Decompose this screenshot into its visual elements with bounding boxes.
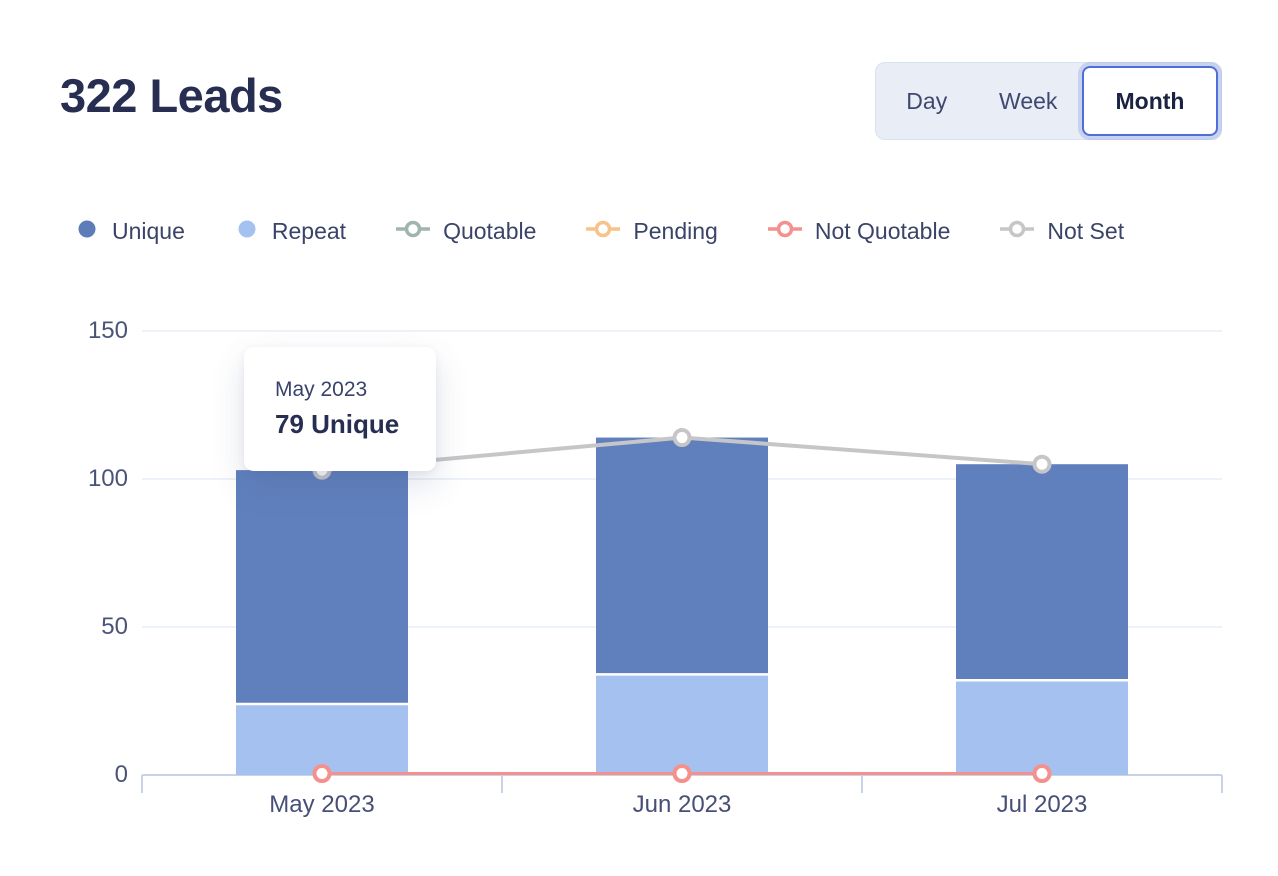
repeat-marker-icon xyxy=(235,218,259,245)
bar-segment-unique-jun-2023[interactable] xyxy=(596,437,768,675)
y-axis-label-50: 50 xyxy=(101,613,128,640)
chart-legend: Unique Repeat Quotable Pending Not Quotable N… xyxy=(75,212,1124,250)
x-axis-label-jun-2023: Jun 2023 xyxy=(632,791,732,818)
y-axis-label-0: 0 xyxy=(114,761,128,788)
bar-segment-repeat-jul-2023[interactable] xyxy=(956,680,1128,775)
legend-item-pending[interactable]: Pending xyxy=(586,217,718,245)
bar-segment-unique-jul-2023[interactable] xyxy=(956,464,1128,681)
legend-item-not-quotable[interactable]: Not Quotable xyxy=(767,217,951,245)
marker-not-quotable-may-2023[interactable] xyxy=(312,764,332,783)
legend-label-pending: Pending xyxy=(633,217,718,244)
marker-not-set-jun-2023[interactable] xyxy=(672,428,692,448)
not-set-marker-icon xyxy=(1000,218,1035,245)
x-axis-label-may-2023: May 2023 xyxy=(269,791,375,818)
legend-label-repeat: Repeat xyxy=(271,217,347,244)
legend-item-not-set[interactable]: Not Set xyxy=(1000,218,1124,245)
pending-marker-icon xyxy=(586,218,621,245)
bar-segment-unique-may-2023[interactable] xyxy=(236,470,408,704)
legend-item-repeat[interactable]: Repeat xyxy=(235,218,346,245)
marker-not-quotable-jul-2023[interactable] xyxy=(1032,764,1052,783)
legend-item-unique[interactable]: Unique xyxy=(75,218,185,245)
bar-segment-repeat-jun-2023[interactable] xyxy=(596,674,768,775)
tooltip-value: 79 Unique xyxy=(275,409,400,439)
quotable-marker-icon xyxy=(396,218,431,245)
not-quotable-marker-icon xyxy=(767,218,802,245)
marker-not-set-jul-2023[interactable] xyxy=(1032,454,1052,474)
y-axis-label-100: 100 xyxy=(87,465,128,492)
legend-label-not-set: Not Set xyxy=(1047,217,1125,244)
range-day-button[interactable]: Day xyxy=(876,63,978,139)
x-axis-label-jul-2023: Jul 2023 xyxy=(996,791,1088,818)
marker-not-quotable-jun-2023[interactable] xyxy=(672,764,692,783)
legend-label-unique: Unique xyxy=(112,217,185,244)
legend-label-quotable: Quotable xyxy=(443,217,537,244)
y-axis-label-150: 150 xyxy=(87,317,128,344)
range-month-button[interactable]: Month xyxy=(1082,66,1218,136)
tooltip-title: May 2023 xyxy=(275,378,368,401)
range-toggle: Day Week Month xyxy=(875,62,1222,140)
unique-marker-icon xyxy=(75,218,99,245)
bar-segment-repeat-may-2023[interactable] xyxy=(236,703,408,775)
legend-label-not-quotable: Not Quotable xyxy=(814,217,951,244)
range-week-button[interactable]: Week xyxy=(978,63,1080,139)
page-title: 322 Leads xyxy=(60,69,283,122)
chart-tooltip: May 2023 79 Unique xyxy=(244,347,436,471)
legend-item-quotable[interactable]: Quotable xyxy=(396,218,536,245)
